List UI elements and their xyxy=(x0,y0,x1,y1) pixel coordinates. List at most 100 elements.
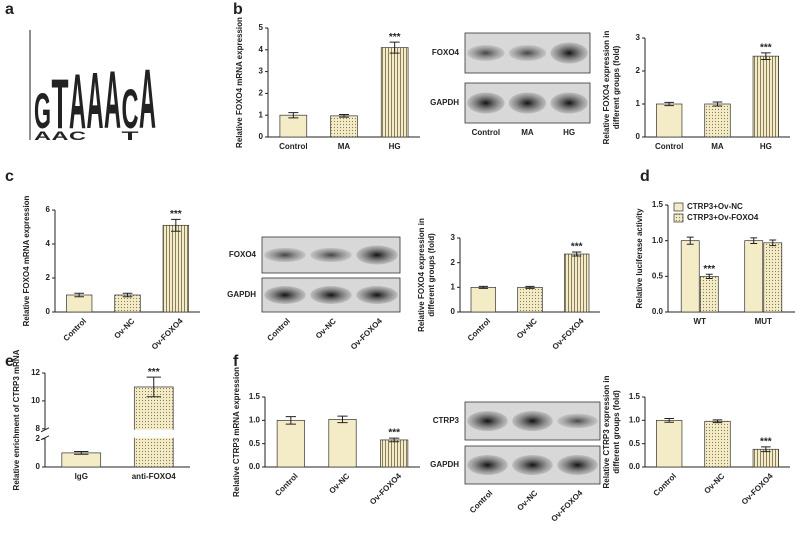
x-tick-label: Ov-FOXO4 xyxy=(740,471,775,506)
y-tick-label: 4 xyxy=(46,239,51,248)
significance: *** xyxy=(170,209,182,220)
logo-minor-group: T xyxy=(122,130,140,143)
blot-band xyxy=(557,413,598,429)
bar xyxy=(470,286,497,313)
error-bar xyxy=(337,415,348,424)
y-axis-label: different groups (fold) xyxy=(612,45,621,129)
logo-minor-group: A xyxy=(34,130,51,143)
y-tick-label: 1 xyxy=(636,99,641,108)
bar xyxy=(752,55,779,138)
panel-label: a xyxy=(5,1,14,18)
logo-minor-letter: C xyxy=(69,130,86,143)
axis-break xyxy=(40,427,50,441)
x-tick-label: HG xyxy=(389,142,401,151)
significance: *** xyxy=(388,428,400,439)
y-tick-label: 0.5 xyxy=(249,439,261,448)
blot-row-label: GAPDH xyxy=(430,98,459,107)
y-tick-label: 0 xyxy=(636,132,641,141)
x-tick-label: Control xyxy=(62,317,88,343)
error-bar xyxy=(761,446,771,453)
error-bar xyxy=(664,101,674,107)
error-bar xyxy=(122,292,133,298)
y-tick-label: 1.0 xyxy=(652,236,664,245)
significance: *** xyxy=(148,367,160,378)
logo-letter: G xyxy=(34,85,51,140)
x-tick-label: Ov-NC xyxy=(515,316,539,340)
y-tick-label: 0 xyxy=(259,132,264,141)
bar xyxy=(744,240,764,313)
error-bar xyxy=(572,251,582,257)
error-bar xyxy=(389,437,400,443)
x-tick-label: Control xyxy=(466,317,492,343)
legend-label: CTRP3+Ov-FOXO4 xyxy=(687,213,759,222)
blot-lane-label: Control xyxy=(468,489,494,515)
logo-letter-group: G xyxy=(34,85,51,140)
y-tick-label: 0.5 xyxy=(629,439,641,448)
y-tick-label: 0 xyxy=(46,307,51,316)
y-tick-label: 2 xyxy=(636,66,641,75)
error-bar xyxy=(74,292,84,298)
error-bar xyxy=(712,101,723,107)
y-tick-label: 8 xyxy=(36,424,41,433)
blot-lane-label: MA xyxy=(521,128,534,137)
bar xyxy=(563,253,590,313)
bar xyxy=(114,294,141,313)
error-bar xyxy=(338,114,350,118)
y-tick-label: 0 xyxy=(451,307,456,316)
y-axis-label: Relative luciferase activity xyxy=(635,208,644,309)
logo-minor-group: C xyxy=(69,130,86,143)
y-axis-label: Relative CTRP3 mRNA expression xyxy=(232,367,241,497)
error-bar xyxy=(664,417,674,423)
logo-letter: C xyxy=(122,79,139,141)
x-tick-label: Ov-FOXO4 xyxy=(150,316,185,351)
blot-band xyxy=(310,247,352,263)
significance: *** xyxy=(760,42,772,53)
logo-letter: A xyxy=(69,59,86,146)
y-tick-label: 12 xyxy=(31,368,40,377)
panel-label: d xyxy=(640,168,650,185)
x-tick-label: MA xyxy=(338,142,351,151)
y-tick-label: 2 xyxy=(36,434,41,443)
bar-break xyxy=(133,429,174,438)
blot-band xyxy=(467,410,508,432)
blot-band xyxy=(356,245,398,265)
y-tick-label: 6 xyxy=(46,205,51,214)
y-axis-label: Relative FOXO4 expression in xyxy=(602,30,611,144)
error-bar xyxy=(389,41,400,54)
blot-lane-label: HG xyxy=(563,128,575,137)
x-tick-label: HG xyxy=(760,142,772,151)
error-bar xyxy=(525,285,535,289)
logo-letter: A xyxy=(104,55,121,146)
significance: *** xyxy=(703,264,715,275)
bar xyxy=(133,386,174,468)
bar xyxy=(380,439,409,468)
blot-lane-label: Ov-NC xyxy=(314,316,338,340)
legend-swatch xyxy=(673,202,684,212)
x-tick-label: Ov-NC xyxy=(327,471,351,495)
y-tick-label: 2 xyxy=(259,89,264,98)
x-tick-label: MUT xyxy=(755,317,772,326)
y-tick-label: 0.0 xyxy=(249,462,261,471)
y-tick-label: 1.5 xyxy=(629,392,641,401)
blot-lane-label: Ov-FOXO4 xyxy=(349,316,384,351)
blot-band xyxy=(512,410,553,432)
y-tick-label: 3 xyxy=(451,233,456,242)
logo-letter-group: T xyxy=(52,65,69,144)
logo-letter-group: C xyxy=(122,79,139,141)
significance: *** xyxy=(571,242,583,253)
blot-band xyxy=(557,454,598,476)
panel-label: f xyxy=(233,353,239,370)
significance: *** xyxy=(389,32,401,43)
blot-row-label: FOXO4 xyxy=(229,250,257,259)
y-axis-label: Relative CTRP3 expression in xyxy=(602,375,611,488)
panel-label: c xyxy=(5,168,14,185)
y-tick-label: 0.0 xyxy=(652,307,664,316)
blot-band xyxy=(550,92,588,114)
error-bar xyxy=(769,239,777,247)
y-tick-label: 2 xyxy=(451,258,456,267)
y-axis-label: Relative FOXO4 mRNA expression xyxy=(235,17,244,148)
bar xyxy=(704,103,731,138)
error-bar xyxy=(712,419,723,424)
